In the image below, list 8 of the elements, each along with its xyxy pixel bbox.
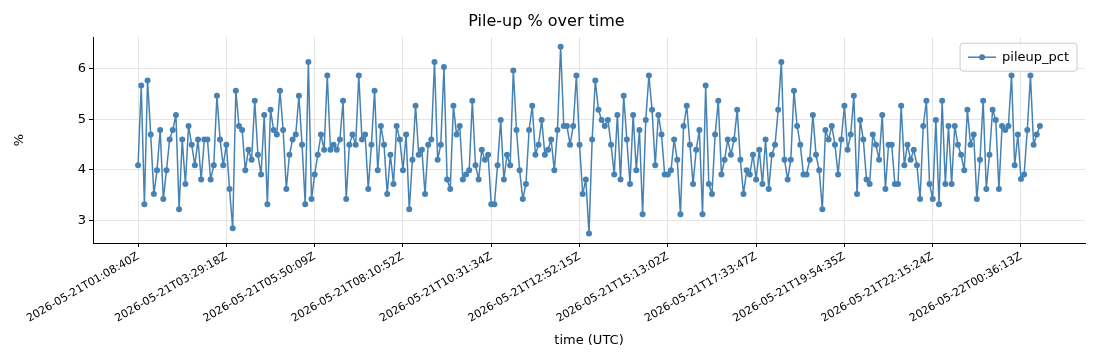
chart-title: Pile-up % over time xyxy=(468,10,625,30)
legend-label: pileup_pct xyxy=(1002,48,1070,64)
y-tick-label: 3 xyxy=(77,211,86,227)
y-tick-label: 6 xyxy=(77,60,86,76)
y-tick-label: 5 xyxy=(77,110,86,126)
y-axis-title: % xyxy=(11,133,27,147)
y-tick-label: 4 xyxy=(77,161,86,177)
x-axis-title: time (UTC) xyxy=(554,331,624,347)
